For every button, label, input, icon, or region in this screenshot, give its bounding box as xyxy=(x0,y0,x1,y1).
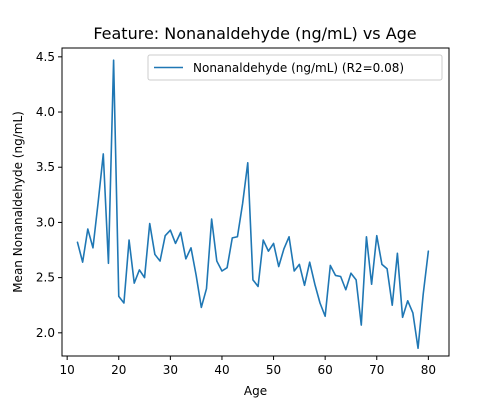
y-tick-label: 3.5 xyxy=(36,160,55,174)
x-tick-label: 40 xyxy=(214,363,229,377)
y-tick-label: 2.0 xyxy=(36,326,55,340)
y-axis-label: Mean Nonanaldehyde (ng/mL) xyxy=(11,111,25,293)
series-line xyxy=(76,59,430,350)
x-tick-label: 20 xyxy=(111,363,126,377)
x-tick-label: 10 xyxy=(60,363,75,377)
y-tick-label: 4.5 xyxy=(36,50,55,64)
legend-box xyxy=(147,54,443,81)
x-tick-label: 70 xyxy=(369,363,384,377)
y-tick-label: 2.5 xyxy=(36,271,55,285)
plot-area xyxy=(61,47,450,357)
x-tick-label: 50 xyxy=(266,363,281,377)
x-tick-label: 30 xyxy=(163,363,178,377)
series-group xyxy=(76,59,430,350)
legend: Nonanaldehyde (ng/mL) (R2=0.08) xyxy=(147,54,443,81)
chart-title: Feature: Nonanaldehyde (ng/mL) vs Age xyxy=(93,24,416,43)
x-tick-label: 80 xyxy=(421,363,436,377)
y-tick-label: 3.0 xyxy=(36,215,55,229)
legend-label: Nonanaldehyde (ng/mL) (R2=0.08) xyxy=(193,61,404,75)
axis-ticks: 10 20 30 40 50 60 70 80 2.0 2.5 3.0 3.5 4.0 4.5 xyxy=(36,50,436,377)
x-tick-label: 60 xyxy=(318,363,333,377)
x-axis-label: Age xyxy=(244,384,267,398)
y-tick-label: 4.0 xyxy=(36,105,55,119)
